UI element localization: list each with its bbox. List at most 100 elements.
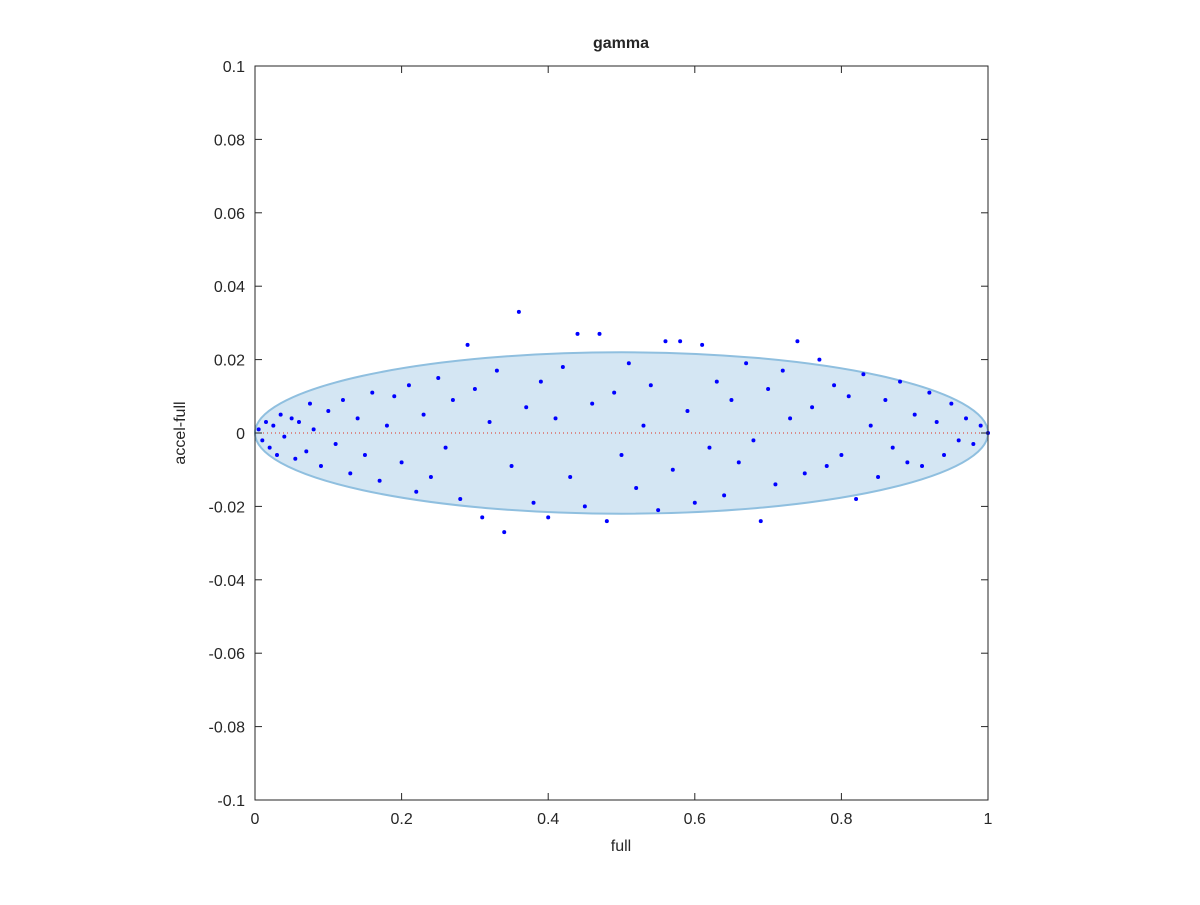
- point: [472, 386, 477, 391]
- y-axis-label: accel-full: [172, 401, 189, 464]
- point: [773, 482, 778, 487]
- point: [502, 530, 507, 535]
- point: [927, 390, 932, 395]
- x-tick-label: 1: [984, 811, 993, 828]
- point: [553, 416, 558, 421]
- x-tick-label: 0.6: [684, 811, 706, 828]
- point: [832, 383, 837, 388]
- point: [278, 412, 283, 417]
- point: [421, 412, 426, 417]
- point: [641, 423, 646, 428]
- point: [619, 453, 624, 458]
- point: [839, 453, 844, 458]
- point: [590, 401, 595, 406]
- point: [333, 442, 338, 447]
- point: [766, 386, 771, 391]
- point: [751, 438, 756, 443]
- point: [509, 464, 514, 469]
- point: [648, 383, 653, 388]
- point: [802, 471, 807, 476]
- point: [450, 397, 455, 402]
- point: [516, 309, 521, 314]
- x-tick-label: 0.8: [830, 811, 852, 828]
- point: [282, 434, 287, 439]
- point: [436, 375, 441, 380]
- point: [956, 438, 961, 443]
- point: [289, 416, 294, 421]
- point: [597, 331, 602, 336]
- point: [868, 423, 873, 428]
- x-tick-label: 0: [251, 811, 260, 828]
- point: [692, 500, 697, 505]
- x-axis-label: full: [611, 838, 631, 855]
- point: [949, 401, 954, 406]
- point: [604, 519, 609, 524]
- point: [626, 361, 631, 366]
- point: [296, 419, 301, 424]
- point: [263, 419, 268, 424]
- point: [531, 500, 536, 505]
- point: [905, 460, 910, 465]
- point: [912, 412, 917, 417]
- y-tick-label: -0.04: [209, 573, 246, 590]
- point: [678, 339, 683, 344]
- point: [274, 453, 279, 458]
- point: [538, 379, 543, 384]
- y-tick-label: 0.02: [214, 353, 245, 370]
- point: [355, 416, 360, 421]
- point: [524, 405, 529, 410]
- point: [788, 416, 793, 421]
- point: [428, 475, 433, 480]
- y-tick-label: -0.06: [209, 646, 246, 663]
- point: [560, 364, 565, 369]
- y-tick-label: -0.08: [209, 720, 246, 737]
- point: [971, 442, 976, 447]
- point: [458, 497, 463, 502]
- y-tick-label: 0.04: [214, 279, 245, 296]
- point: [700, 342, 705, 347]
- y-tick-label: 0.08: [214, 132, 245, 149]
- point: [377, 478, 382, 483]
- point: [293, 456, 298, 461]
- point: [795, 339, 800, 344]
- point: [307, 401, 312, 406]
- point: [414, 489, 419, 494]
- point: [465, 342, 470, 347]
- point: [582, 504, 587, 509]
- point: [964, 416, 969, 421]
- point: [722, 493, 727, 498]
- point: [883, 397, 888, 402]
- x-tick-label: 0.4: [537, 811, 559, 828]
- point: [744, 361, 749, 366]
- point: [780, 368, 785, 373]
- point: [758, 519, 763, 524]
- point: [824, 464, 829, 469]
- point: [384, 423, 389, 428]
- point: [612, 390, 617, 395]
- point: [487, 419, 492, 424]
- point: [406, 383, 411, 388]
- point: [260, 438, 265, 443]
- point: [810, 405, 815, 410]
- point: [480, 515, 485, 520]
- point: [348, 471, 353, 476]
- y-tick-label: 0: [236, 426, 245, 443]
- point: [340, 397, 345, 402]
- point: [861, 372, 866, 377]
- point: [304, 449, 309, 454]
- point: [854, 497, 859, 502]
- point: [846, 394, 851, 399]
- point: [443, 445, 448, 450]
- point: [634, 486, 639, 491]
- y-tick-label: 0.06: [214, 206, 245, 223]
- point: [707, 445, 712, 450]
- point: [370, 390, 375, 395]
- point: [362, 453, 367, 458]
- point: [326, 408, 331, 413]
- point: [318, 464, 323, 469]
- point: [898, 379, 903, 384]
- point: [663, 339, 668, 344]
- point: [546, 515, 551, 520]
- point: [267, 445, 272, 450]
- point: [685, 408, 690, 413]
